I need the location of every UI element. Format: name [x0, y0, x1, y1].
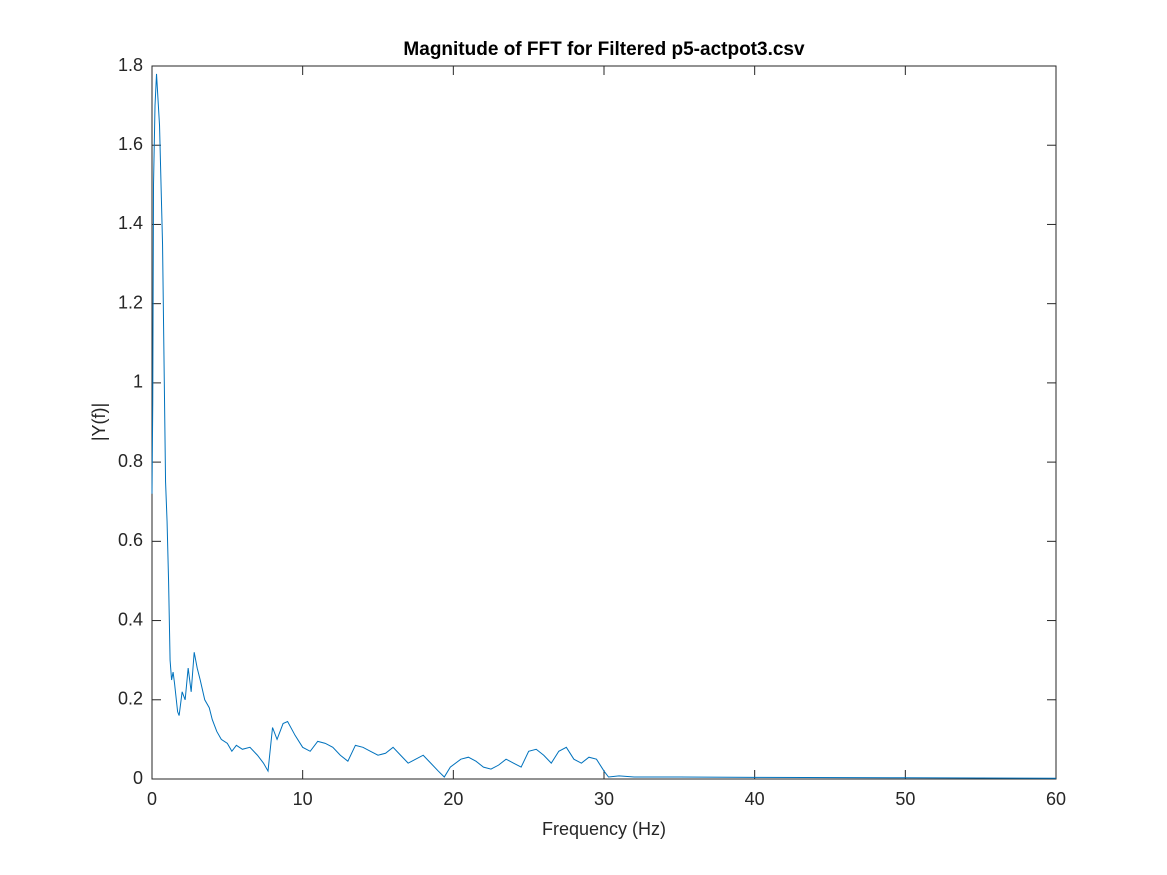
x-tick-label: 60 — [1046, 789, 1066, 809]
x-tick-label: 20 — [443, 789, 463, 809]
y-tick-label: 1.8 — [118, 55, 143, 75]
y-axis-label: |Y(f)| — [89, 403, 109, 441]
x-tick-label: 30 — [594, 789, 614, 809]
x-tick-label: 40 — [745, 789, 765, 809]
y-tick-label: 1.4 — [118, 213, 143, 233]
x-tick-label: 10 — [293, 789, 313, 809]
y-tick-label: 0.4 — [118, 609, 143, 629]
y-tick-label: 1 — [133, 372, 143, 392]
x-tick-label: 0 — [147, 789, 157, 809]
y-tick-label: 0 — [133, 768, 143, 788]
y-tick-label: 0.8 — [118, 451, 143, 471]
y-tick-label: 0.6 — [118, 530, 143, 550]
y-tick-label: 0.2 — [118, 689, 143, 709]
x-tick-label: 50 — [895, 789, 915, 809]
y-tick-label: 1.2 — [118, 292, 143, 312]
y-tick-label: 1.6 — [118, 134, 143, 154]
chart-title: Magnitude of FFT for Filtered p5-actpot3… — [403, 39, 805, 60]
axes-box — [151, 65, 1057, 780]
x-axis-label: Frequency (Hz) — [542, 819, 666, 839]
line — [151, 73, 1057, 779]
